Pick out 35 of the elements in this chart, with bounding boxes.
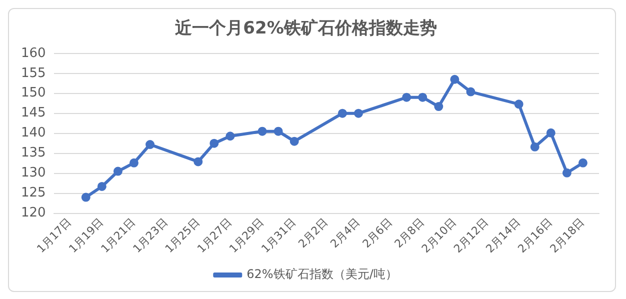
y-tick-label: 140 — [20, 126, 46, 141]
point — [530, 142, 540, 152]
point — [81, 192, 90, 202]
point — [450, 74, 460, 84]
point — [226, 132, 235, 141]
y-tick-label: 155 — [20, 66, 46, 81]
point — [418, 92, 428, 102]
point — [258, 126, 267, 136]
x-tick-label: 2月6日 — [360, 216, 395, 251]
point — [194, 157, 203, 166]
point — [466, 87, 476, 96]
legend-label: 62%铁矿石指数（美元/吨） — [246, 267, 398, 282]
chart-title: 近一个月62%铁矿石价格指数走势 — [174, 18, 437, 39]
y-tick-label: 145 — [20, 106, 46, 121]
y-tick-label: 135 — [20, 146, 46, 161]
point — [290, 136, 299, 146]
point — [129, 158, 138, 168]
point — [514, 100, 524, 109]
point — [97, 182, 106, 191]
y-tick-label: 130 — [20, 166, 46, 181]
point — [274, 126, 283, 136]
y-tick-label: 160 — [20, 46, 46, 61]
point — [546, 128, 556, 138]
point — [113, 166, 122, 176]
y-tick-label: 120 — [20, 206, 46, 221]
y-tick-label: 125 — [20, 186, 46, 201]
point — [210, 138, 219, 148]
point — [402, 92, 412, 102]
point — [338, 108, 347, 118]
point — [562, 168, 572, 178]
point — [578, 158, 588, 168]
point — [354, 108, 363, 118]
y-tick-label: 150 — [20, 86, 46, 101]
point — [434, 102, 444, 112]
point — [146, 140, 155, 150]
